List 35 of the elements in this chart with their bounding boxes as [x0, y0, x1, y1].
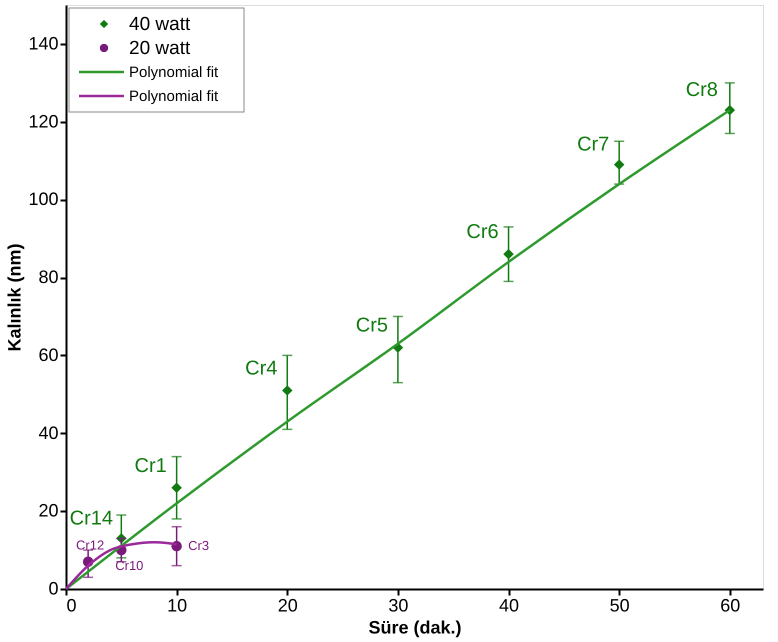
point	[614, 159, 624, 170]
y-axis-title: Kalınlık (nm)	[4, 243, 24, 352]
annotation: Cr8	[686, 79, 718, 102]
annotation: Cr6	[466, 221, 499, 244]
point	[282, 385, 293, 396]
x-tick-label: 30	[388, 596, 408, 616]
x-tick-label: 10	[167, 596, 188, 616]
x-axis-title: Süre (dak.)	[368, 618, 462, 638]
y-tick-label: 40	[38, 422, 58, 443]
y-tick-label: 100	[28, 189, 58, 210]
annotation: Cr4	[245, 357, 278, 380]
annotation: Cr14	[70, 507, 113, 530]
point	[503, 248, 514, 260]
annotation: Cr5	[356, 314, 388, 337]
x-tick-label: 50	[610, 596, 630, 616]
legend-label: Polynomial fit	[129, 64, 220, 81]
annotation: Cr10	[115, 558, 144, 574]
y-tick-label: 120	[28, 111, 58, 132]
annotation: Cr7	[577, 134, 610, 156]
legend-label: 40 watt	[129, 14, 191, 35]
point	[171, 482, 182, 494]
y-tick-label: 20	[38, 500, 58, 521]
x-tick-label: 20	[278, 596, 298, 616]
x-tick-label: 40	[499, 596, 520, 616]
annotation: Cr12	[76, 538, 104, 553]
y-tick-label: 60	[38, 344, 58, 365]
x-tick-label: 0	[66, 596, 77, 616]
legend-label: Polynomial fit	[129, 88, 220, 105]
annotation: Cr1	[134, 454, 167, 477]
y-tick-label: 0	[48, 578, 58, 598]
legend-label: 20 watt	[129, 38, 191, 59]
y-tick-label: 80	[38, 267, 58, 288]
x-tick-label: 60	[720, 596, 740, 616]
y-tick-label: 140	[28, 33, 58, 54]
annotation: Cr3	[188, 538, 210, 554]
